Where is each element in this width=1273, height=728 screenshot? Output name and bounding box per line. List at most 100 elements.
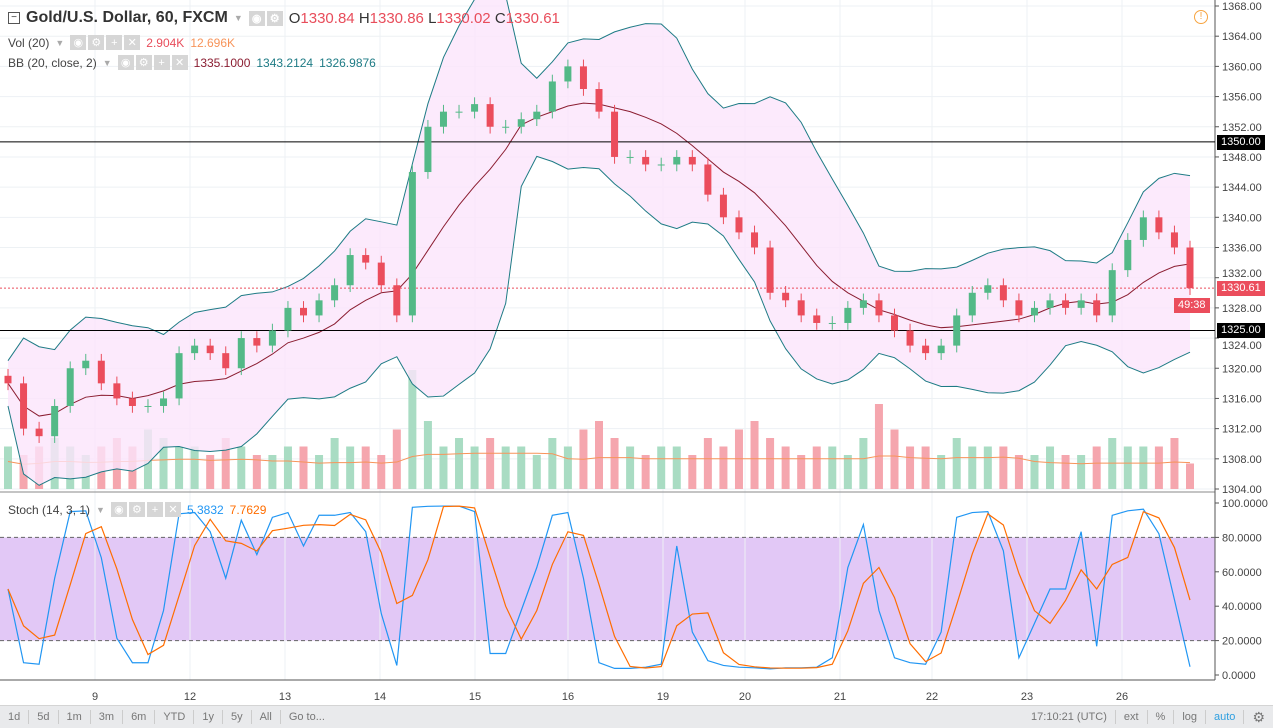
volume-bar <box>548 438 557 489</box>
plus-icon[interactable]: + <box>153 55 170 70</box>
stoch-tick-label: 100.0000 <box>1222 498 1268 510</box>
volume-bar <box>874 404 883 489</box>
collapse-icon[interactable]: − <box>8 12 20 24</box>
volume-bar <box>797 455 806 489</box>
y-tick-label: 1344.00 <box>1222 182 1262 194</box>
stoch-tick-label: 20.0000 <box>1222 636 1262 648</box>
candle-body <box>906 330 914 346</box>
range-1m[interactable]: 1m <box>59 710 91 724</box>
y-tick-label: 1360.00 <box>1222 61 1262 73</box>
gear-icon[interactable]: ⚙ <box>135 55 152 70</box>
settings-gear-icon[interactable]: ⚙ <box>1252 709 1265 725</box>
range-5d[interactable]: 5d <box>29 710 59 724</box>
alert-icon[interactable]: ! <box>1194 10 1208 24</box>
candle-body <box>922 345 930 354</box>
range-ytd[interactable]: YTD <box>155 710 195 724</box>
y-tick-label: 1336.00 <box>1222 243 1262 255</box>
eye-icon[interactable]: ◉ <box>70 35 87 50</box>
range-6m[interactable]: 6m <box>123 710 156 724</box>
y-tick-label: 1356.00 <box>1222 92 1262 104</box>
x-tick-label: 9 <box>92 691 98 703</box>
volume-bar <box>626 446 635 489</box>
x-tick-label: 26 <box>1116 691 1128 703</box>
volume-bar <box>906 446 915 489</box>
candle-body <box>704 164 712 195</box>
eye-icon[interactable]: ◉ <box>117 55 134 70</box>
close-icon[interactable]: ✕ <box>124 35 141 50</box>
candle-body <box>222 353 230 369</box>
clock-time[interactable]: 17:10:21 (UTC) <box>1023 710 1116 724</box>
y-tick-label: 1304.00 <box>1222 484 1262 496</box>
x-tick-label: 21 <box>834 691 846 703</box>
range-5y[interactable]: 5y <box>223 710 252 724</box>
low-value: 1330.02 <box>436 9 491 27</box>
volume-bar <box>595 421 603 489</box>
candle-body <box>160 398 168 406</box>
auto-toggle[interactable]: auto <box>1206 710 1245 724</box>
percent-toggle[interactable]: % <box>1148 710 1175 724</box>
stoch-label[interactable]: Stoch (14, 3, 1) <box>8 502 91 517</box>
chevron-down-icon[interactable]: ▼ <box>102 57 112 68</box>
bb-label[interactable]: BB (20, close, 2) <box>8 55 97 70</box>
range-3m[interactable]: 3m <box>91 710 124 724</box>
close-icon[interactable]: ✕ <box>171 55 188 70</box>
goto-button[interactable]: Go to... <box>288 711 325 723</box>
ext-toggle[interactable]: ext <box>1116 710 1148 724</box>
candle-body <box>408 172 416 316</box>
candle-body <box>517 119 525 127</box>
candle-body <box>533 111 541 120</box>
volume-bar <box>470 446 479 489</box>
gear-icon[interactable]: ⚙ <box>88 35 105 50</box>
volume-bar <box>750 421 759 489</box>
candle-body <box>1046 300 1054 308</box>
chevron-down-icon[interactable]: ▼ <box>233 13 243 23</box>
range-1y[interactable]: 1y <box>194 710 223 724</box>
vol-label[interactable]: Vol (20) <box>8 35 50 50</box>
volume-bar <box>268 455 277 489</box>
candle-body <box>564 66 572 82</box>
candle-body <box>782 292 790 301</box>
symbol-title[interactable]: Gold/U.S. Dollar, 60, FXCM <box>26 9 228 26</box>
stoch-d-line <box>7 505 1191 669</box>
volume-bar <box>501 446 510 489</box>
plus-icon[interactable]: + <box>106 35 123 50</box>
candle-body <box>688 156 696 165</box>
eye-icon[interactable]: ◉ <box>110 502 127 517</box>
candle-body <box>393 285 401 316</box>
volume-bar <box>237 446 246 489</box>
chart-canvas[interactable]: 9 12 13 14 15 16 19 20 21 22 23 26 1304.00 1308.00 131… <box>0 0 1273 705</box>
candle-body <box>1170 232 1178 248</box>
candle-body <box>439 111 447 127</box>
chevron-down-icon[interactable]: ▼ <box>55 37 65 48</box>
volume-bar <box>859 438 868 489</box>
volume-bar <box>921 446 930 489</box>
range-all[interactable]: All <box>252 710 281 724</box>
open-value: 1330.84 <box>300 9 355 27</box>
gear-icon[interactable]: ⚙ <box>128 502 145 517</box>
chevron-down-icon[interactable]: ▼ <box>96 504 105 515</box>
candle-body <box>984 285 992 293</box>
gear-icon[interactable]: ⚙ <box>266 10 283 26</box>
candle-body <box>891 315 898 331</box>
candle-body <box>579 66 587 90</box>
plus-icon[interactable]: + <box>146 502 163 517</box>
range-1d[interactable]: 1d <box>0 710 30 724</box>
volume-bar <box>1030 455 1039 489</box>
close-label: C <box>494 9 506 27</box>
volume-bar <box>1139 446 1148 489</box>
candle-body <box>642 156 650 165</box>
y-tick-label: 1316.00 <box>1222 393 1262 405</box>
volume-bar <box>766 438 775 489</box>
log-toggle[interactable]: log <box>1174 710 1207 724</box>
eye-icon[interactable]: ◉ <box>248 10 265 26</box>
vol-legend: Vol (20) ▼ ◉ ⚙ + ✕ 2.904K 12.696K <box>8 35 235 50</box>
y-tick-label: 1320.00 <box>1222 363 1262 375</box>
volume-bar <box>641 455 650 489</box>
stoch-d-value: 7.7629 <box>229 502 267 517</box>
close-icon[interactable]: ✕ <box>164 502 181 517</box>
candle-body <box>719 194 727 218</box>
candle-body <box>937 345 945 354</box>
candle-body <box>735 217 743 233</box>
volume-bar <box>408 370 417 489</box>
vol-value: 2.904K <box>146 35 185 50</box>
